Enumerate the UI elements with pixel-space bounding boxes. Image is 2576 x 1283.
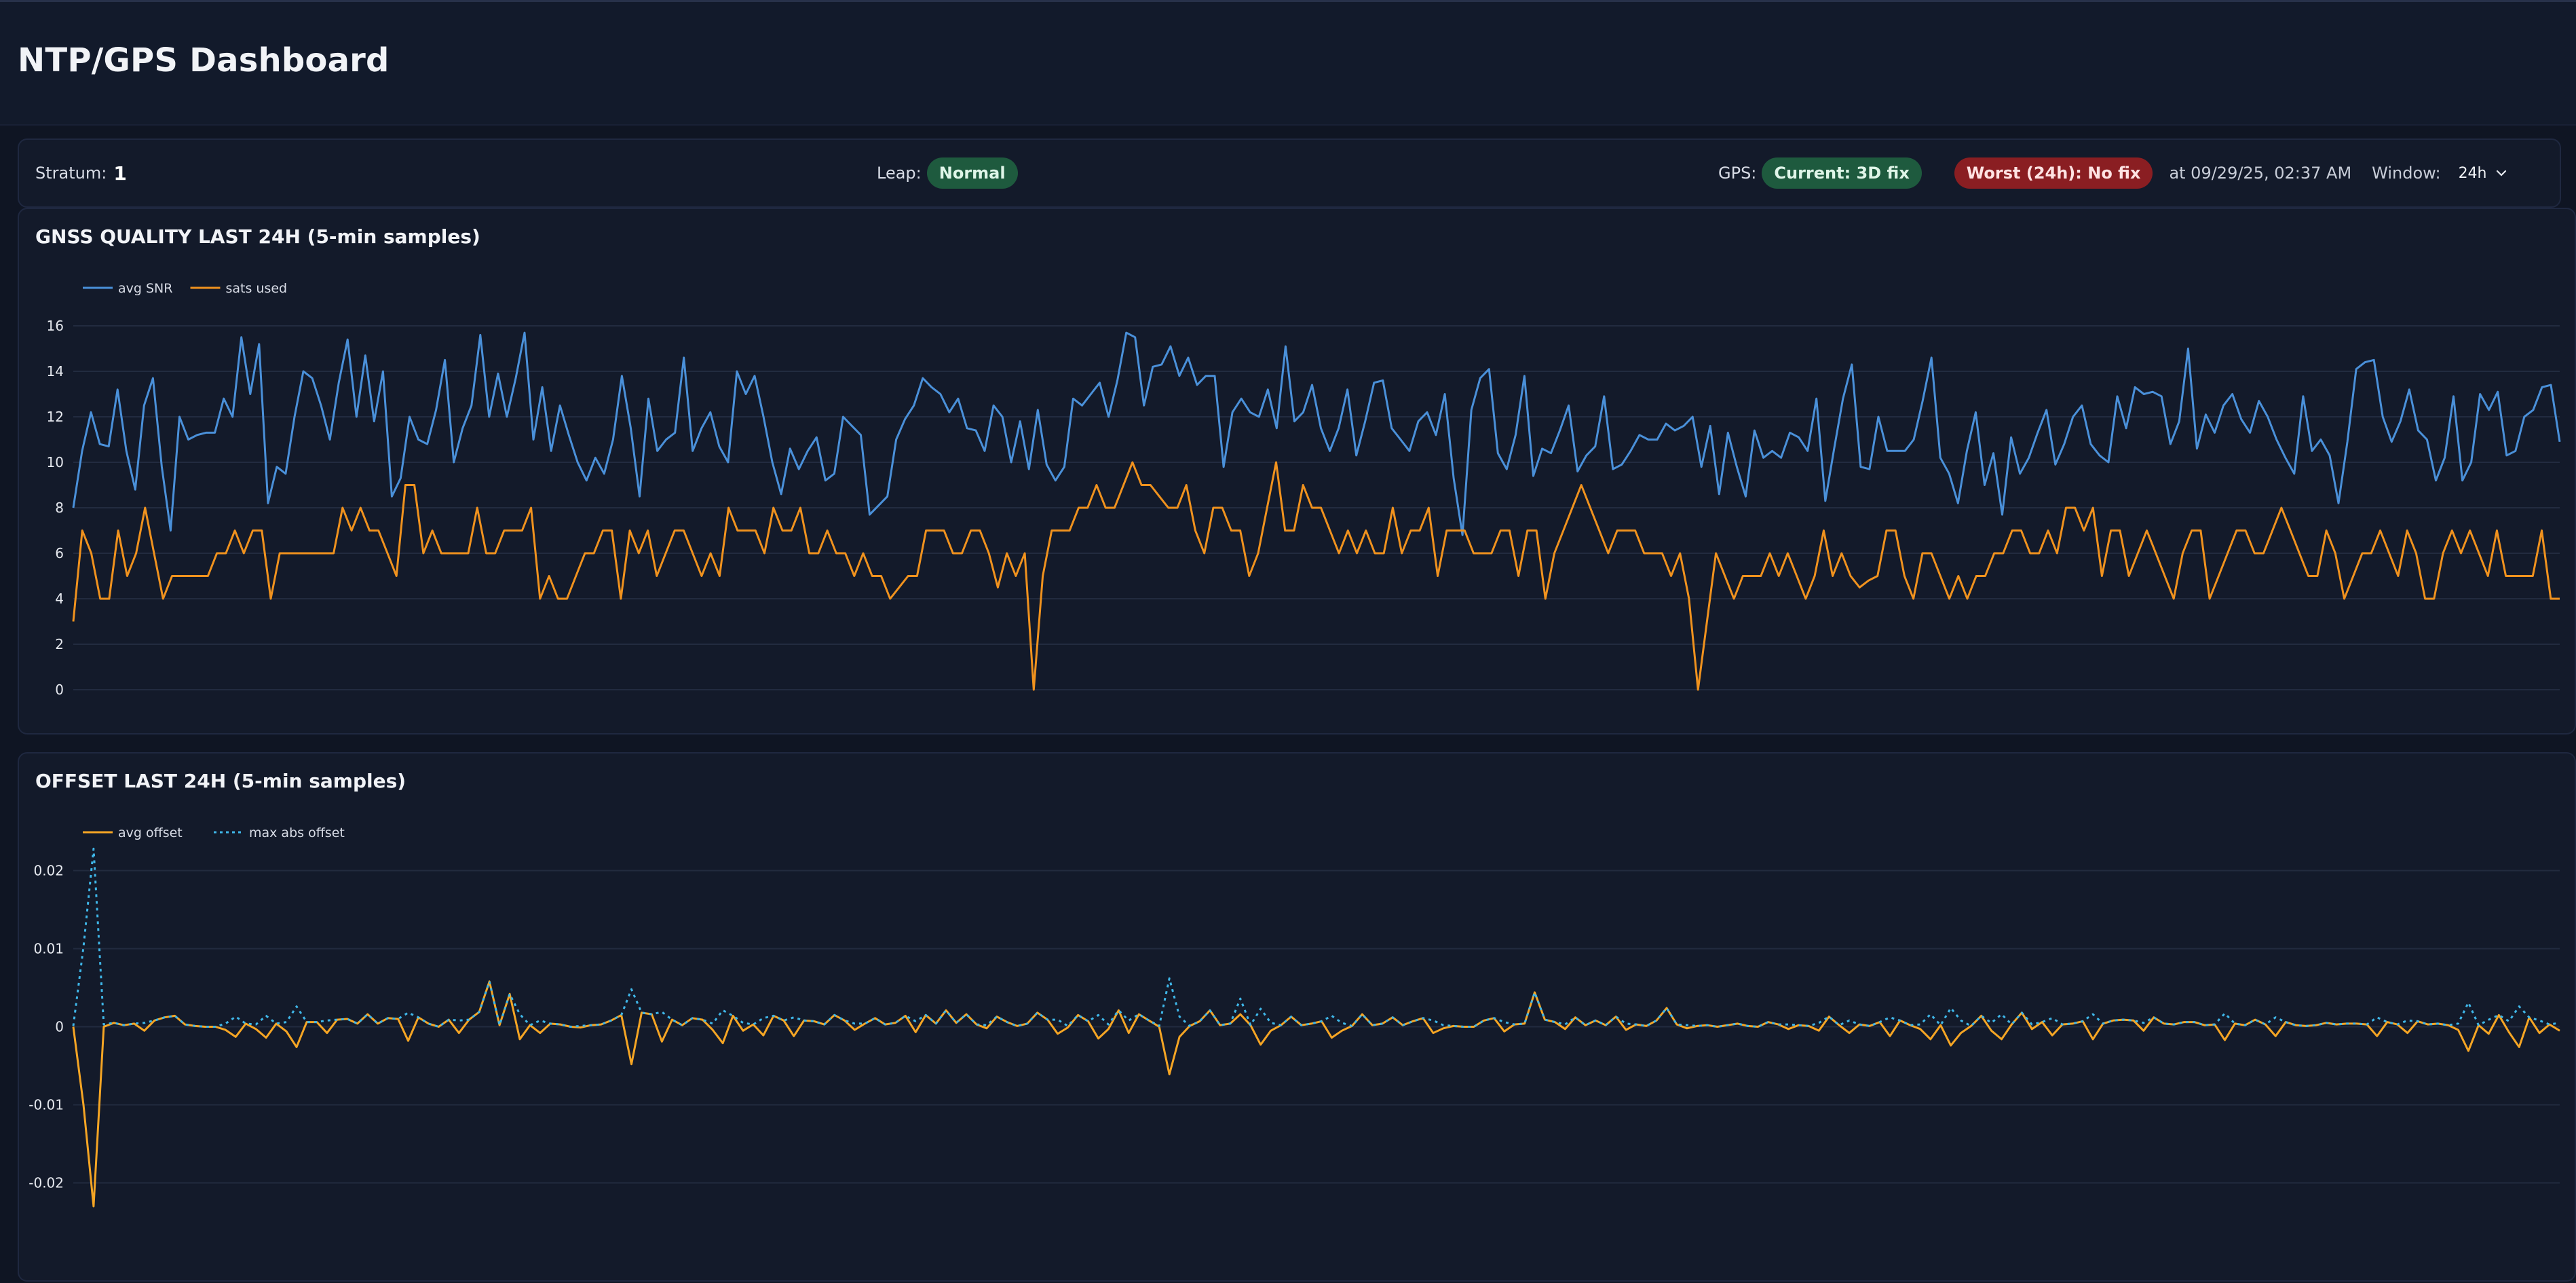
- y-tick-label: 10: [47, 454, 64, 470]
- gnss-quality-panel: GNSS QUALITY LAST 24H (5-min samples) 0 2…: [18, 208, 2576, 735]
- gps-worst-badge: Worst (24h): No fix: [1954, 157, 2153, 189]
- legend-item[interactable]: avg SNR: [83, 281, 172, 296]
- legend-label: sats used: [226, 281, 288, 296]
- series-line: [72, 461, 2560, 691]
- leap-group: Leap: Normal: [877, 140, 1018, 206]
- offset-panel: OFFSET LAST 24H (5-min samples) -0.02 -0.…: [18, 752, 2576, 1282]
- leap-label: Leap:: [877, 164, 922, 183]
- y-tick-label: 14: [47, 363, 64, 379]
- series-line: [72, 980, 2560, 1208]
- stratum-label: Stratum:: [35, 164, 107, 183]
- offset-chart: -0.02 -0.01 0 0.01 0.02 avg offset max abs off…: [29, 825, 2560, 1208]
- gnss-quality-chart: 0 2 4 6 8 10 12 14 16 avg SNR sats used: [47, 281, 2561, 698]
- y-tick-label: 0: [55, 682, 64, 698]
- legend-label: avg offset: [118, 825, 183, 840]
- header-bar: NTP/GPS Dashboard: [0, 0, 2576, 126]
- legend-item[interactable]: sats used: [190, 281, 288, 296]
- worst-timestamp: at 09/29/25, 02:37 AM: [2169, 164, 2352, 183]
- y-tick-label: 16: [47, 318, 64, 334]
- legend-label: avg SNR: [118, 281, 172, 296]
- stratum-value: 1: [113, 162, 127, 185]
- y-tick-label: 6: [55, 545, 64, 561]
- y-tick-label: 0.02: [33, 863, 64, 879]
- gps-label: GPS:: [1718, 164, 1757, 183]
- window-value: 24h: [2458, 164, 2487, 182]
- gps-group: GPS: Current: 3D fix Worst (24h): No fix…: [1718, 140, 2509, 206]
- legend-item[interactable]: avg offset: [83, 825, 183, 840]
- y-tick-label: -0.01: [29, 1097, 64, 1113]
- window-label: Window:: [2372, 164, 2441, 183]
- gnss-chart-title: GNSS QUALITY LAST 24H (5-min samples): [35, 225, 480, 248]
- legend-label: max abs offset: [249, 825, 345, 840]
- stratum-group: Stratum: 1: [35, 140, 127, 206]
- y-tick-label: 0.01: [33, 941, 64, 957]
- series-line: [72, 331, 2561, 536]
- leap-status-badge: Normal: [926, 157, 1018, 189]
- y-tick-label: 4: [55, 591, 64, 607]
- y-tick-label: 12: [47, 409, 64, 425]
- y-tick-label: 2: [55, 636, 64, 652]
- window-select[interactable]: 24h: [2459, 165, 2509, 182]
- gps-current-badge: Current: 3D fix: [1762, 157, 1922, 189]
- chevron-down-icon: [2496, 170, 2506, 176]
- status-bar: Stratum: 1 Leap: Normal GPS: Current: 3D…: [18, 138, 2561, 208]
- page-title: NTP/GPS Dashboard: [18, 41, 390, 79]
- series-line: [72, 847, 2560, 1028]
- legend-item[interactable]: max abs offset: [214, 825, 345, 840]
- y-tick-label: 0: [55, 1019, 64, 1035]
- y-tick-label: -0.02: [29, 1175, 64, 1191]
- offset-chart-title: OFFSET LAST 24H (5-min samples): [35, 770, 406, 792]
- y-tick-label: 8: [55, 500, 64, 516]
